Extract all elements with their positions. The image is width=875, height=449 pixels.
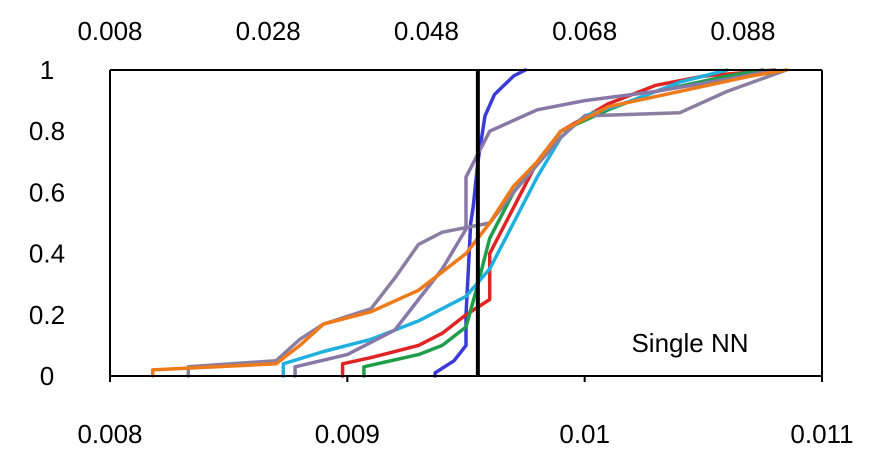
y-tick-label: 1: [40, 55, 54, 85]
series-line-5: [293, 68, 777, 378]
series-line-1: [433, 68, 528, 378]
x-bottom-tick-label: 0.01: [559, 419, 610, 449]
y-tick-label: 0: [40, 361, 54, 391]
x-top-tick-label: 0.068: [552, 16, 617, 46]
x-top-tick-label: 0.048: [394, 16, 459, 46]
y-tick-label: 0.8: [29, 116, 65, 146]
y-tick-label: 0.2: [29, 300, 65, 330]
labels-layer: 0.008 0.009 0.01 0.011 0.008 0.028 0.048 0.068 0…: [29, 16, 854, 449]
x-top-tick-label: 0.008: [77, 16, 142, 46]
x-bottom-tick-label: 0.011: [790, 419, 853, 449]
chart-annotation: Single NN: [631, 328, 748, 358]
x-bottom-tick-label: 0.008: [77, 419, 142, 449]
axes-layer: [109, 69, 823, 382]
x-top-tick-label: 0.028: [236, 16, 301, 46]
y-tick-label: 0.6: [29, 177, 65, 207]
series-line-2: [340, 68, 777, 378]
series-line-6: [186, 68, 789, 378]
x-bottom-tick-label: 0.009: [315, 419, 380, 449]
x-top-tick-label: 0.088: [710, 16, 775, 46]
y-tick-label: 0.4: [29, 239, 65, 269]
